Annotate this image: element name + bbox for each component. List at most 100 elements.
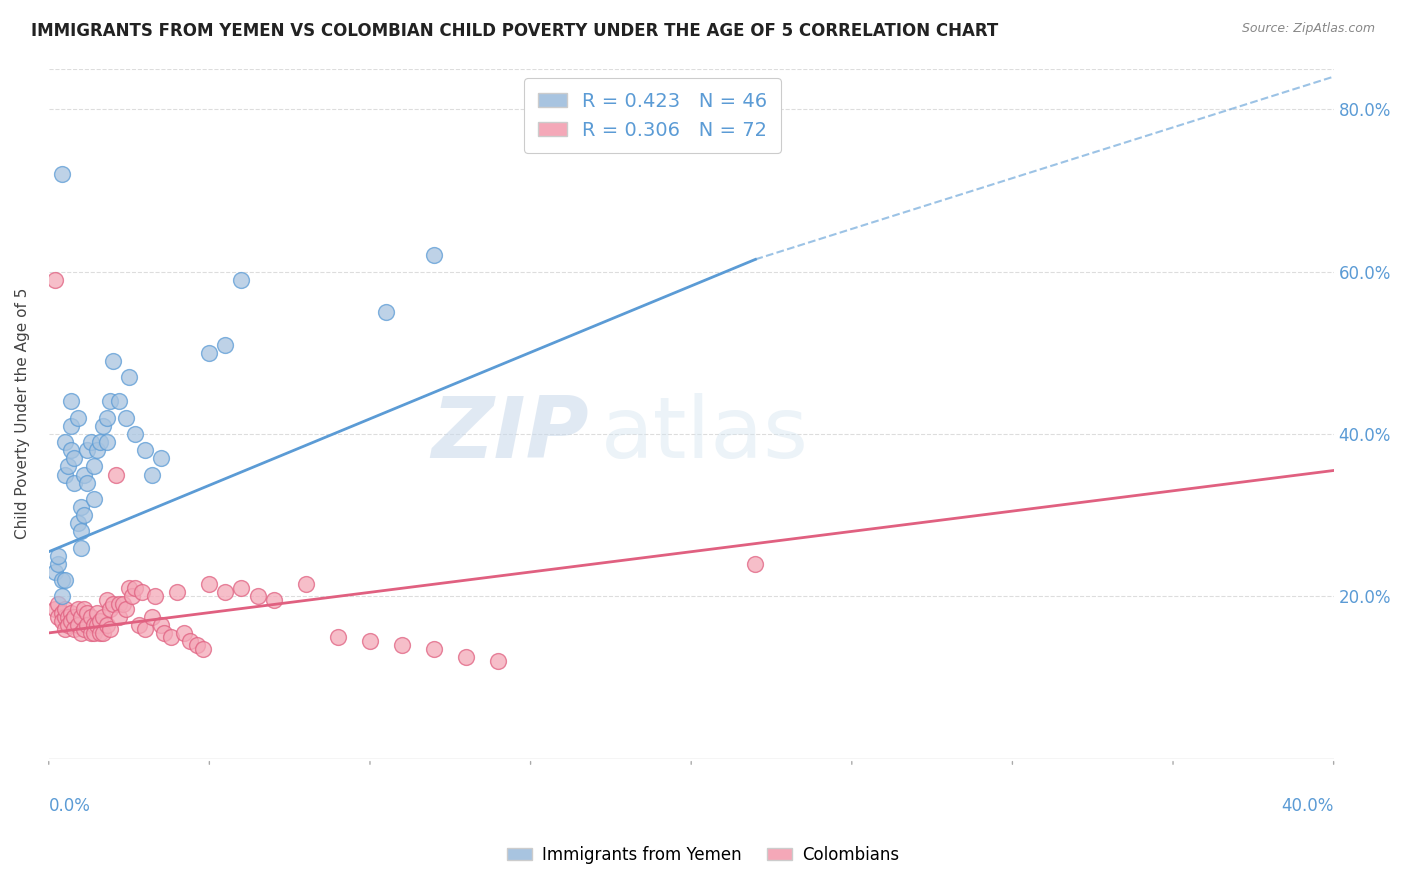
Point (51, 590, 73, 604)
Point (150, 451, 173, 466)
Point (124, 426, 146, 441)
Point (48, 557, 70, 571)
Point (63, 475, 86, 490)
Text: Source: ZipAtlas.com: Source: ZipAtlas.com (1241, 22, 1375, 36)
Point (56, 617, 79, 632)
Y-axis label: Child Poverty Under the Age of 5: Child Poverty Under the Age of 5 (15, 288, 30, 540)
Point (53, 435, 76, 450)
Point (73, 508, 96, 523)
Point (73, 622, 96, 636)
Text: 0.0%: 0.0% (49, 797, 90, 814)
Point (153, 626, 176, 640)
Point (198, 345, 221, 359)
Point (48, 609, 70, 624)
Point (60, 418, 83, 433)
Point (79, 626, 101, 640)
Point (191, 642, 214, 657)
Point (134, 443, 156, 458)
Point (51, 606, 73, 620)
Text: ZIP: ZIP (430, 392, 588, 475)
Point (56, 459, 79, 474)
Point (294, 577, 316, 591)
Point (124, 581, 146, 595)
Point (79, 435, 101, 450)
Point (134, 622, 156, 636)
Legend: R = 0.423   N = 46, R = 0.306   N = 72: R = 0.423 N = 46, R = 0.306 N = 72 (524, 78, 782, 153)
Text: IMMIGRANTS FROM YEMEN VS COLOMBIAN CHILD POVERTY UNDER THE AGE OF 5 CORRELATION : IMMIGRANTS FROM YEMEN VS COLOMBIAN CHILD… (31, 22, 998, 40)
Point (105, 467, 128, 482)
Point (118, 581, 141, 595)
Point (115, 410, 138, 425)
Point (108, 394, 131, 409)
Point (423, 248, 446, 262)
Point (70, 541, 93, 555)
Point (76, 617, 98, 632)
Point (66, 516, 89, 531)
Point (96, 410, 118, 425)
Point (53, 601, 76, 615)
Point (70, 626, 93, 640)
Point (51, 614, 73, 628)
Point (89, 626, 111, 640)
Point (76, 443, 98, 458)
Point (744, 557, 766, 571)
Point (53, 573, 76, 587)
Point (66, 601, 89, 615)
Point (83, 459, 105, 474)
Point (70, 500, 93, 514)
Point (246, 590, 269, 604)
Point (108, 598, 131, 612)
Point (96, 435, 118, 450)
Point (98, 394, 121, 409)
Point (76, 475, 98, 490)
Point (44, 565, 66, 579)
Point (70, 609, 93, 624)
Point (121, 590, 143, 604)
Point (96, 593, 118, 607)
Point (98, 601, 121, 615)
Point (423, 642, 446, 657)
Point (143, 590, 166, 604)
Point (118, 370, 141, 384)
Point (70, 524, 93, 539)
Point (86, 606, 108, 620)
Point (231, 273, 253, 287)
Point (56, 609, 79, 624)
Point (53, 622, 76, 636)
Point (101, 354, 124, 368)
Point (231, 581, 253, 595)
Point (83, 626, 105, 640)
Point (60, 614, 83, 628)
Legend: Immigrants from Yemen, Colombians: Immigrants from Yemen, Colombians (501, 839, 905, 871)
Point (66, 410, 89, 425)
Point (83, 491, 105, 506)
Point (359, 634, 381, 648)
Point (128, 617, 150, 632)
Point (86, 617, 108, 632)
Point (391, 638, 413, 652)
Point (63, 622, 86, 636)
Point (89, 435, 111, 450)
Point (150, 617, 173, 632)
Point (48, 549, 70, 563)
Point (93, 418, 115, 433)
Point (63, 609, 86, 624)
Point (44, 601, 66, 615)
Point (44, 273, 66, 287)
Point (48, 598, 70, 612)
Point (141, 467, 163, 482)
Point (141, 609, 163, 624)
Point (51, 573, 73, 587)
Point (89, 614, 111, 628)
Point (166, 585, 188, 599)
Point (214, 585, 236, 599)
Point (63, 451, 86, 466)
Point (186, 638, 208, 652)
Point (66, 617, 89, 632)
Point (93, 626, 115, 640)
Point (86, 443, 108, 458)
Point (98, 622, 121, 636)
Point (173, 626, 195, 640)
Point (93, 609, 115, 624)
Point (60, 394, 83, 409)
